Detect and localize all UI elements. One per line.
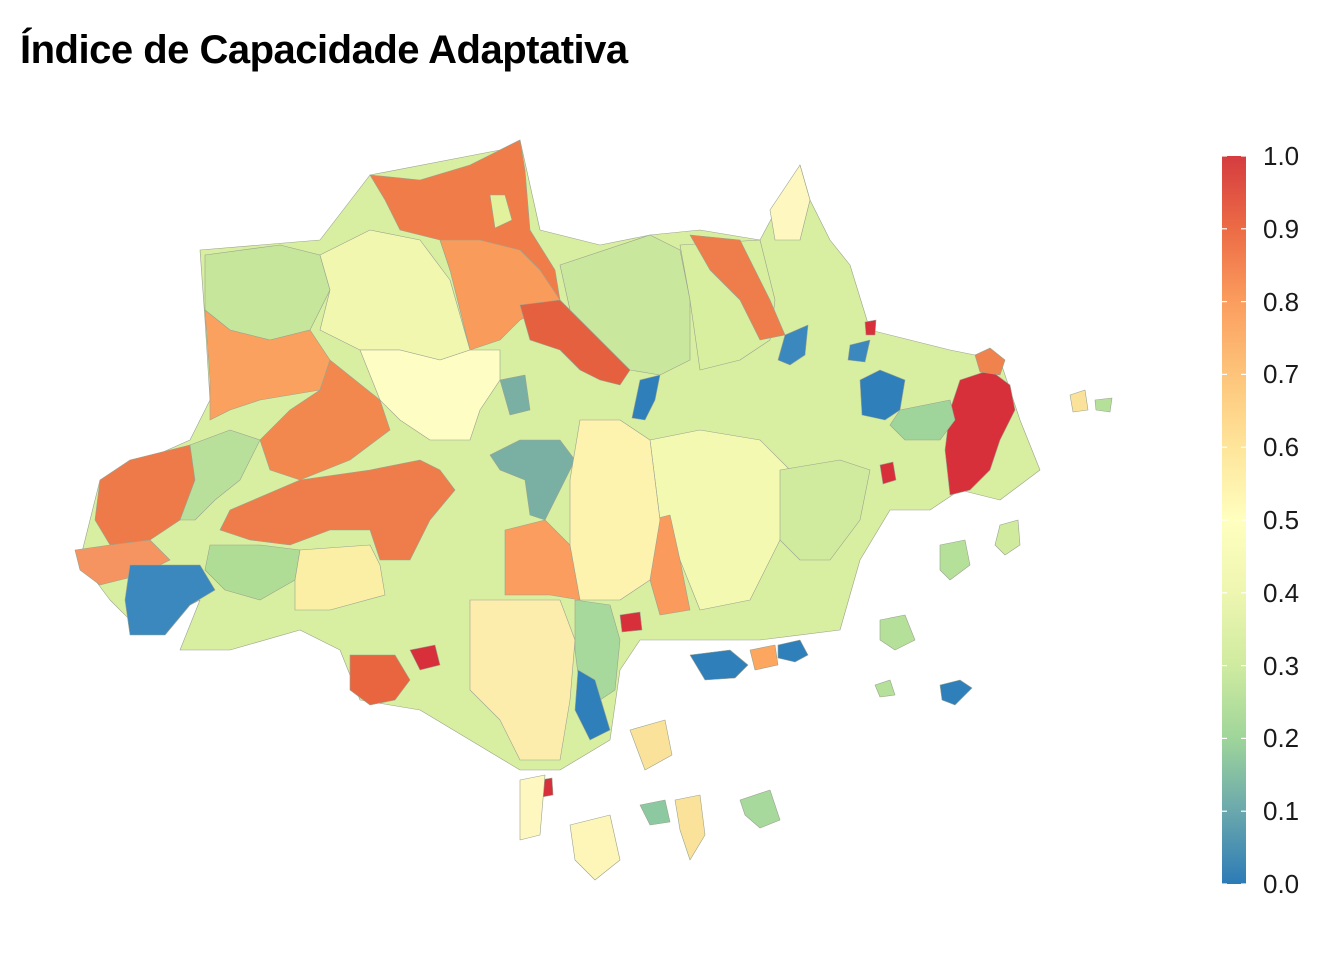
region-sw-pale <box>294 544 386 611</box>
region-east-orange <box>974 347 1006 376</box>
region-sw-red <box>349 654 411 706</box>
region-cgreen <box>559 234 691 376</box>
region-ne-blue-1 <box>777 324 809 366</box>
legend-tick-label: 0.6 <box>1263 432 1300 463</box>
region-cw-orange <box>219 459 456 561</box>
region-lower-pale <box>469 599 576 761</box>
legend-gradient <box>1222 155 1246 885</box>
legend-tick-label: 0.4 <box>1263 577 1300 608</box>
island-13 <box>879 461 897 485</box>
island-6 <box>639 799 671 826</box>
island-18 <box>409 644 441 671</box>
region-se-blue-2 <box>777 639 809 663</box>
legend-tick-label: 0.2 <box>1263 723 1300 754</box>
island-12 <box>1094 397 1113 413</box>
region-north-small <box>489 194 513 229</box>
region-teal-2 <box>489 439 576 521</box>
legend-tick-label: 0.8 <box>1263 286 1300 317</box>
region-central-orange-mid <box>259 359 391 481</box>
region-east-green <box>779 459 871 561</box>
legend-tick-label: 0.9 <box>1263 213 1300 244</box>
region-east-red <box>944 369 1016 496</box>
island-2 <box>939 679 973 706</box>
region-ne-orange <box>689 234 786 341</box>
region-central-pale <box>359 349 501 441</box>
legend-tick-label: 0.3 <box>1263 650 1300 681</box>
island-16 <box>864 319 877 336</box>
region-se-orange <box>749 644 779 671</box>
legend-colorbar <box>1222 155 1246 885</box>
map-title: Índice de Capacidade Adaptativa <box>20 28 628 72</box>
region-east-blue-2 <box>847 339 871 363</box>
island-11 <box>1069 389 1089 413</box>
legend-tick-label: 0.0 <box>1263 869 1300 899</box>
region-sw-blue <box>124 564 216 636</box>
island-3 <box>739 789 781 829</box>
region-east-gmid <box>889 399 956 441</box>
island-19 <box>619 611 643 633</box>
region-sw-green <box>204 544 301 601</box>
legend-tick-label: 0.1 <box>1263 796 1300 827</box>
legend-tick-label: 1.0 <box>1263 141 1300 171</box>
island-10 <box>939 539 971 581</box>
legend-tick-label: 0.5 <box>1263 505 1300 535</box>
island-15 <box>519 774 546 841</box>
region-north-orange-2 <box>439 239 561 351</box>
island-8 <box>874 679 896 698</box>
island-5 <box>674 794 706 861</box>
region-nc-blue <box>631 374 661 421</box>
region-s-blue <box>574 669 611 741</box>
island-9 <box>994 519 1021 556</box>
island-7 <box>629 719 673 771</box>
island-17 <box>769 164 811 241</box>
legend-tick-label: 0.7 <box>1263 359 1300 390</box>
region-south-pale <box>569 419 661 601</box>
region-se-blue-1 <box>689 649 749 681</box>
island-4 <box>569 814 621 881</box>
region-teal-1 <box>499 374 531 416</box>
island-1 <box>879 614 916 651</box>
region-west-green <box>179 429 261 521</box>
